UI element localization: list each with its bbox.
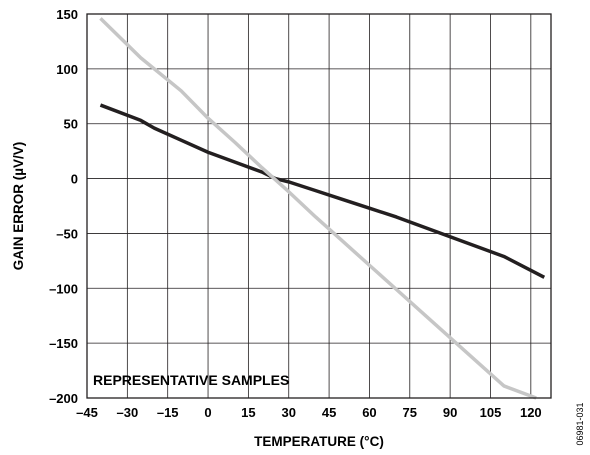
x-tick-label: –45 (76, 405, 98, 420)
y-tick-label: –100 (49, 281, 78, 296)
x-tick-labels: –45 –30 –15 0 15 30 45 60 75 90 105 120 (76, 405, 542, 420)
y-tick-label: 50 (64, 117, 78, 132)
y-tick-label: 150 (56, 7, 78, 22)
series-line-1 (99, 103, 546, 279)
y-tick-label: –200 (49, 391, 78, 406)
x-tick-label: 90 (443, 405, 457, 420)
y-tick-label: –150 (49, 336, 78, 351)
x-tick-label: 120 (520, 405, 542, 420)
y-tick-label: 100 (56, 62, 78, 77)
x-tick-label: 15 (241, 405, 255, 420)
series-line-2 (99, 17, 537, 400)
grid-lines (87, 14, 551, 398)
x-tick-label: 105 (480, 405, 502, 420)
annotation-label: REPRESENTATIVE SAMPLES (93, 372, 289, 388)
y-tick-labels: 150 100 50 0 –50 –100 –150 –200 (49, 7, 78, 406)
x-tick-label: 45 (322, 405, 336, 420)
plot-frame (86, 13, 552, 399)
x-axis-label: TEMPERATURE (°C) (254, 434, 384, 449)
x-tick-label: –15 (157, 405, 179, 420)
figure-id: 06981-031 (575, 402, 585, 445)
x-tick-label: 30 (282, 405, 296, 420)
y-tick-label: –50 (56, 226, 78, 241)
x-tick-label: –30 (116, 405, 138, 420)
x-tick-label: 0 (204, 405, 211, 420)
data-series (99, 17, 546, 400)
x-tick-label: 60 (362, 405, 376, 420)
x-tick-label: 75 (403, 405, 417, 420)
y-tick-label: 0 (71, 172, 78, 187)
y-axis-label: GAIN ERROR (µV/V) (11, 142, 26, 271)
